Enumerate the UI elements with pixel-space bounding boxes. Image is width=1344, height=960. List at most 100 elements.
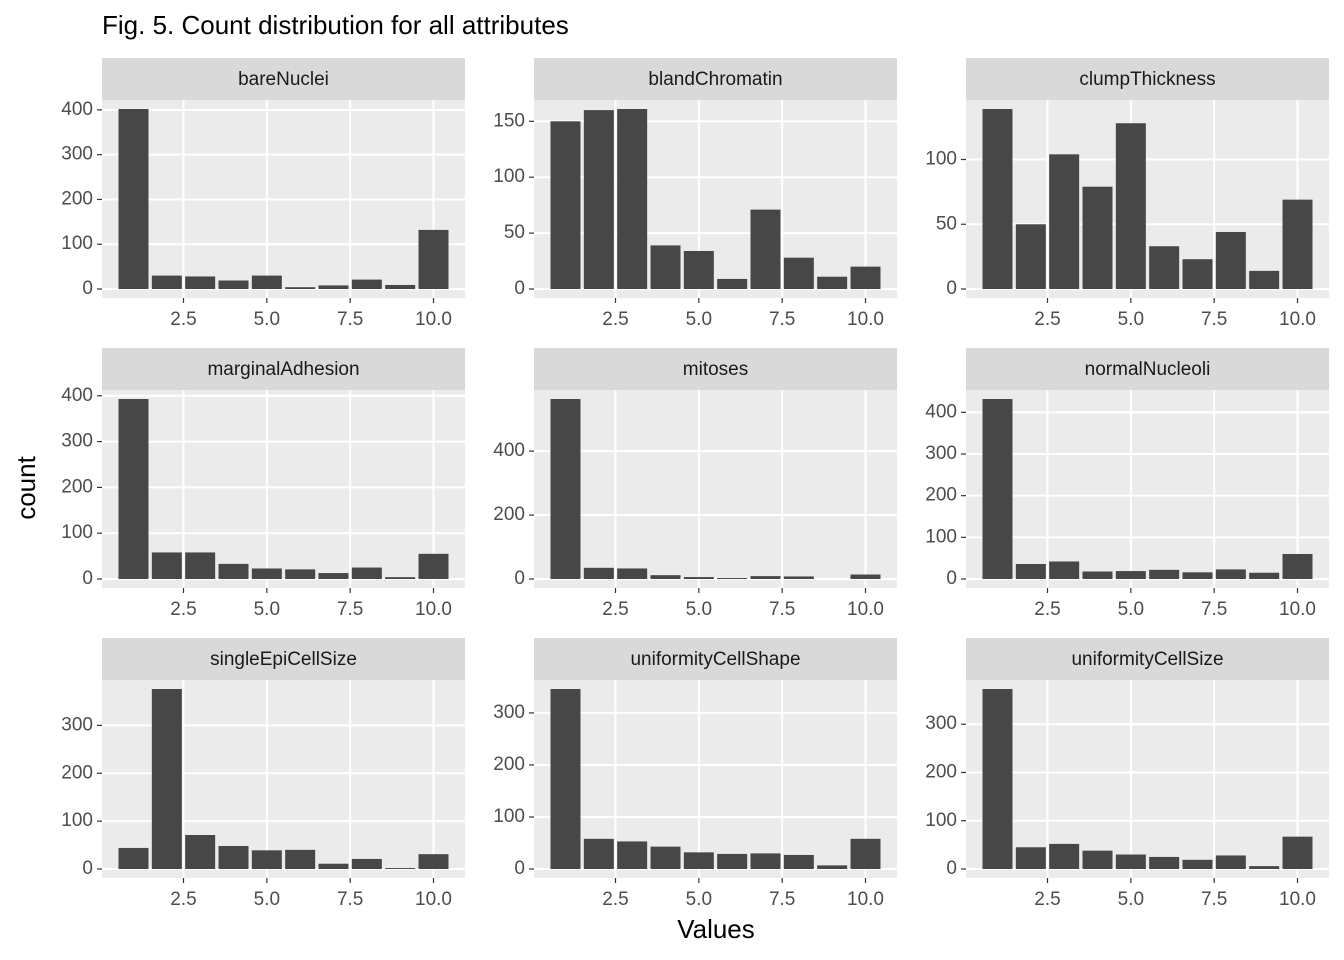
bar (683, 577, 714, 579)
strip (102, 348, 465, 390)
panel-background (534, 390, 897, 588)
strip-label: mitoses (683, 359, 748, 380)
strip-label: singleEpiCellSize (210, 649, 357, 670)
x-tick-label: 7.5 (337, 309, 363, 330)
y-tick-label: 100 (493, 166, 525, 187)
bar (817, 865, 848, 869)
x-tick-label: 2.5 (170, 309, 196, 330)
bar (1049, 154, 1080, 289)
y-tick-label: 100 (61, 810, 93, 831)
bar (617, 109, 648, 289)
bar (1215, 855, 1246, 869)
bar (650, 575, 681, 579)
bar (1215, 569, 1246, 579)
x-tick-label: 2.5 (1034, 599, 1060, 620)
y-tick-label: 400 (61, 385, 93, 406)
y-tick-label: 200 (61, 188, 93, 209)
bar (717, 578, 748, 579)
bar (351, 858, 382, 869)
y-tick-label: 100 (61, 233, 93, 254)
strip-label: clumpThickness (1079, 69, 1215, 90)
bar (151, 552, 182, 579)
strip-label: normalNucleoli (1085, 359, 1211, 380)
x-tick-label: 5.0 (254, 599, 280, 620)
x-tick-label: 10.0 (847, 889, 884, 910)
y-tick-label: 0 (82, 568, 93, 589)
bar (285, 287, 316, 289)
bar (1182, 259, 1213, 289)
strip (966, 348, 1329, 390)
bar (850, 574, 881, 579)
bar (1249, 270, 1280, 289)
x-tick-label: 7.5 (769, 309, 795, 330)
bar (1149, 246, 1180, 289)
y-tick-label: 400 (61, 99, 93, 120)
y-tick-label: 200 (925, 762, 957, 783)
x-tick-label: 10.0 (1279, 599, 1316, 620)
bar (783, 854, 814, 869)
bar (185, 835, 216, 869)
y-tick-label: 300 (493, 702, 525, 723)
x-tick-label: 7.5 (337, 889, 363, 910)
strip-label: uniformityCellShape (630, 649, 800, 670)
bar (683, 852, 714, 869)
bar (1015, 564, 1046, 579)
y-tick-label: 0 (946, 858, 957, 879)
bar (1049, 843, 1080, 869)
y-tick-label: 0 (946, 278, 957, 299)
strip-label: marginalAdhesion (207, 359, 359, 380)
y-tick-label: 300 (61, 714, 93, 735)
x-tick-label: 5.0 (1118, 889, 1144, 910)
x-tick-label: 5.0 (254, 309, 280, 330)
x-tick-label: 2.5 (602, 889, 628, 910)
bar (750, 209, 781, 289)
bar (1115, 571, 1146, 579)
bar (1249, 572, 1280, 579)
x-axis-label: Values (677, 914, 755, 944)
x-tick-label: 2.5 (602, 599, 628, 620)
x-tick-label: 7.5 (337, 599, 363, 620)
y-tick-label: 300 (925, 443, 957, 464)
x-tick-label: 10.0 (415, 599, 452, 620)
y-tick-label: 100 (925, 526, 957, 547)
bar (1082, 571, 1113, 579)
x-tick-label: 7.5 (1201, 309, 1227, 330)
x-tick-label: 10.0 (847, 309, 884, 330)
bar (783, 576, 814, 579)
x-tick-label: 2.5 (1034, 309, 1060, 330)
bar (251, 275, 282, 289)
x-tick-label: 10.0 (1279, 309, 1316, 330)
bar (1215, 232, 1246, 289)
bar (418, 854, 449, 869)
x-tick-label: 10.0 (1279, 889, 1316, 910)
bar (550, 689, 581, 869)
bar (750, 853, 781, 869)
bar (850, 838, 881, 869)
bar (583, 838, 614, 869)
x-tick-label: 5.0 (686, 309, 712, 330)
panel-background (966, 390, 1329, 588)
panel-background (966, 680, 1329, 878)
bar (351, 279, 382, 289)
bar (351, 567, 382, 579)
bar (1182, 859, 1213, 869)
bar (151, 689, 182, 869)
bar (1282, 199, 1313, 289)
bar (982, 109, 1013, 289)
strip (534, 58, 897, 100)
y-tick-label: 0 (514, 568, 525, 589)
bar (185, 276, 216, 289)
strip (534, 348, 897, 390)
bar (982, 399, 1013, 579)
bar (385, 868, 416, 869)
bar (617, 841, 648, 869)
x-tick-label: 5.0 (686, 889, 712, 910)
y-tick-label: 0 (82, 858, 93, 879)
bar (550, 399, 581, 579)
strip-label: bareNuclei (238, 69, 329, 90)
y-tick-label: 200 (493, 754, 525, 775)
strip (102, 638, 465, 680)
y-tick-label: 0 (514, 278, 525, 299)
y-tick-label: 150 (493, 110, 525, 131)
